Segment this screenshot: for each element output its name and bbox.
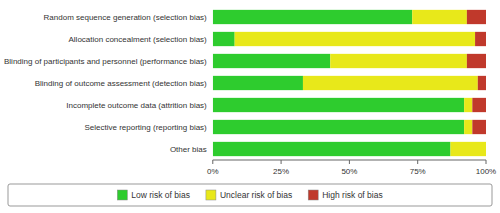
bar-segment (213, 54, 330, 68)
bar-segment (213, 142, 451, 156)
x-tick (349, 160, 350, 164)
category-label: Allocation concealment (selection bias) (68, 35, 207, 44)
x-tick-label: 50% (341, 167, 357, 176)
bar-segment (213, 32, 235, 46)
x-tick (486, 160, 487, 164)
legend-swatch (117, 190, 127, 200)
bar-segment (330, 54, 467, 68)
bar-segment (467, 10, 486, 24)
legend-label: High risk of bias (322, 190, 382, 200)
category-label: Blinding of outcome assessment (detectio… (35, 79, 207, 88)
x-tick-label: 75% (410, 167, 426, 176)
category-label: Other bias (170, 145, 207, 154)
bar-segment (412, 10, 467, 24)
bars (213, 10, 486, 156)
bar-segment (213, 76, 303, 90)
x-tick-label: 25% (273, 167, 289, 176)
bar-segment (467, 54, 486, 68)
x-tick (417, 160, 418, 164)
legend-swatch (308, 190, 318, 200)
legend-swatch (206, 190, 216, 200)
bar-segment (213, 98, 464, 112)
legend: Low risk of bias Unclear risk of bias High… (8, 184, 492, 206)
x-tick-label: 100% (476, 167, 496, 176)
chart: Random sequence generation (selection bi… (0, 0, 500, 213)
legend-label: Low risk of bias (131, 190, 190, 200)
x-tick (281, 160, 282, 164)
bar-segment (303, 76, 478, 90)
bar-segment (450, 142, 486, 156)
bar-segment (213, 120, 464, 134)
category-label: Incomplete outcome data (attrition bias) (66, 101, 207, 110)
x-tick (212, 160, 213, 164)
bar-segment (213, 10, 412, 24)
bar-segment (472, 120, 486, 134)
bar-segment (464, 120, 472, 134)
category-label: Selective reporting (reporting bias) (85, 123, 208, 132)
legend-box (8, 184, 492, 206)
bar-segment (478, 76, 486, 90)
bar-segment (464, 98, 472, 112)
x-axis: 0% 25% 50% 75% 100% (207, 160, 496, 176)
y-axis-labels: Random sequence generation (selection bi… (4, 13, 207, 154)
x-tick-label: 0% (207, 167, 219, 176)
legend-label: Unclear risk of bias (220, 190, 292, 200)
bar-segment (472, 98, 486, 112)
bar-segment (475, 32, 486, 46)
category-label: Blinding of participants and personnel (… (4, 57, 207, 66)
bar-segment (486, 142, 487, 156)
category-label: Random sequence generation (selection bi… (44, 13, 208, 22)
bar-segment (235, 32, 475, 46)
